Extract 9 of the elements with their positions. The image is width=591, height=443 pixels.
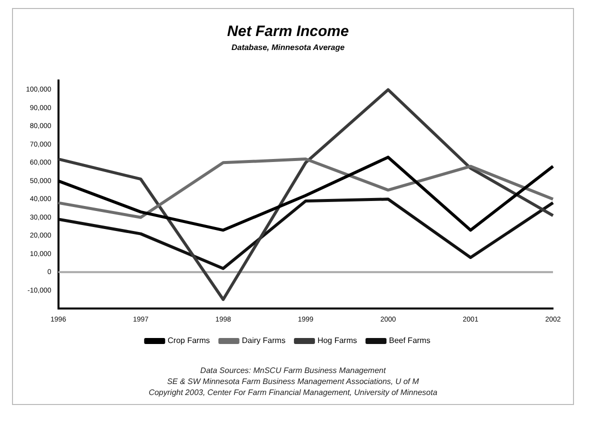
text: SE & SW Minnesota Farm Business Management Associations, U of M xyxy=(166,376,420,387)
legend-label: Beef Farms xyxy=(389,336,430,346)
legend-label: Dairy Farms xyxy=(242,336,286,346)
legend-label: Crop Farms xyxy=(168,336,210,346)
text: Copyright 2003, Center For Farm Financial Management, University of Minnesota xyxy=(148,387,438,398)
text: Data Sources: MnSCU Farm Business Management xyxy=(199,365,387,376)
legend-label: Hog Farms xyxy=(317,336,357,346)
chart-subtitle: Database, Minnesota Average xyxy=(231,43,346,52)
chart-title: Net Farm Income xyxy=(227,23,349,40)
